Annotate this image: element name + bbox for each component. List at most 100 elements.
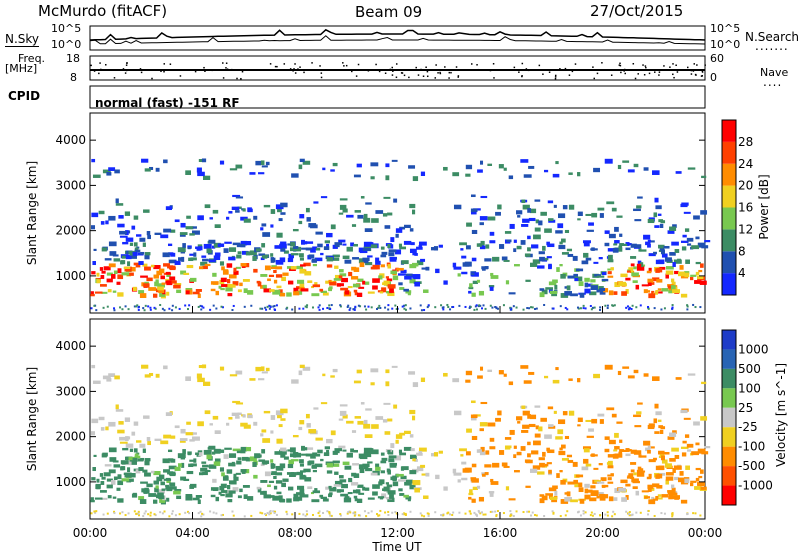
velocity-cell [122, 447, 129, 451]
velocity-cell [690, 480, 697, 483]
velocity-cell [612, 510, 615, 513]
power-cell [673, 259, 682, 264]
velocity-cell [607, 477, 612, 481]
power-cell [279, 257, 286, 263]
velocity-cell [534, 405, 541, 408]
velocity-cell [263, 494, 272, 499]
power-cell [293, 291, 300, 296]
power-cell [527, 208, 531, 213]
power-cell [233, 270, 239, 275]
nave-point [554, 77, 557, 80]
power-cell [264, 306, 267, 309]
power-cell [657, 288, 662, 291]
power-cell [268, 304, 271, 307]
power-cell [219, 261, 225, 266]
freq-tick-low: 8 [70, 71, 77, 84]
velocity-cell [103, 472, 111, 477]
velocity-cell [286, 498, 292, 503]
velocity-cell [214, 430, 221, 434]
velocity-cell [427, 514, 430, 517]
power-cell [647, 218, 655, 224]
velocity-cell [305, 413, 310, 419]
velocity-cell [243, 515, 246, 518]
velocity-cell [630, 469, 635, 473]
power-cell [153, 274, 159, 279]
nave-point [623, 70, 625, 72]
velocity-cell [270, 415, 276, 420]
power-cell [376, 307, 379, 310]
power-cell [381, 287, 387, 293]
velocity-cell [698, 475, 703, 479]
power-cell [243, 288, 248, 294]
power-cell [579, 292, 585, 298]
power-cell [433, 246, 439, 251]
nave-point [673, 76, 675, 79]
velocity-cell [564, 435, 570, 440]
power-cell [584, 307, 587, 310]
velocity-cell [459, 448, 467, 452]
velocity-cell [547, 406, 554, 410]
power-cell [245, 240, 252, 246]
power-cell [182, 243, 186, 248]
velocity-cell [655, 465, 664, 471]
power-cell [291, 173, 299, 178]
velocity-cell [344, 465, 352, 470]
velocity-cell [370, 472, 378, 476]
colorbar-tick-label: 1000 [738, 342, 769, 356]
power-cell [530, 306, 533, 309]
velocity-cell [274, 510, 277, 513]
velocity-cell [180, 457, 185, 460]
power-cell [204, 204, 211, 209]
velocity-cell [212, 478, 217, 483]
power-cell [367, 305, 370, 308]
power-cell [585, 213, 592, 216]
power-cell [416, 260, 424, 266]
velocity-cell [206, 454, 212, 460]
power-cell [687, 167, 696, 170]
velocity-cell [387, 418, 393, 422]
power-cell [171, 304, 174, 307]
velocity-cell [236, 460, 242, 465]
power-cell [630, 243, 637, 248]
velocity-cell [308, 429, 317, 434]
velocity-cell [339, 410, 347, 416]
velocity-cell [645, 447, 651, 452]
power-cell [394, 304, 397, 307]
velocity-cell [232, 400, 241, 404]
nsky-trace [89, 28, 706, 41]
power-cell [527, 235, 531, 240]
velocity-cell [567, 481, 575, 485]
power-cell [112, 290, 117, 293]
nave-point [98, 72, 100, 75]
velocity-cell [553, 410, 557, 414]
power-cell [339, 204, 347, 210]
velocity-cell [491, 510, 494, 513]
power-cell [440, 304, 443, 307]
power-cell [604, 230, 610, 234]
velocity-cell [501, 462, 508, 467]
nave-point [90, 64, 92, 67]
velocity-cell [256, 486, 261, 490]
velocity-cell [383, 486, 390, 492]
power-cell [680, 293, 688, 298]
nave-point [105, 64, 107, 66]
velocity-cell [181, 462, 185, 468]
velocity-cell [187, 452, 191, 456]
power-colorbar-label: Power [dB] [757, 174, 771, 239]
velocity-cell [399, 452, 407, 456]
power-cell [115, 203, 124, 206]
nave-point [169, 63, 172, 65]
nsearch-tick-low: 10^0 [710, 38, 741, 51]
power-cell [646, 270, 652, 274]
velocity-cell [480, 446, 485, 452]
nave-point [457, 76, 459, 78]
power-cell [598, 308, 601, 311]
velocity-cell [228, 453, 237, 458]
velocity-cell [568, 410, 575, 416]
velocity-cell [124, 514, 127, 517]
power-cell [134, 247, 139, 251]
velocity-cell [235, 416, 240, 419]
power-cell [458, 304, 461, 307]
velocity-cell [188, 512, 191, 515]
velocity-cell [648, 459, 656, 463]
